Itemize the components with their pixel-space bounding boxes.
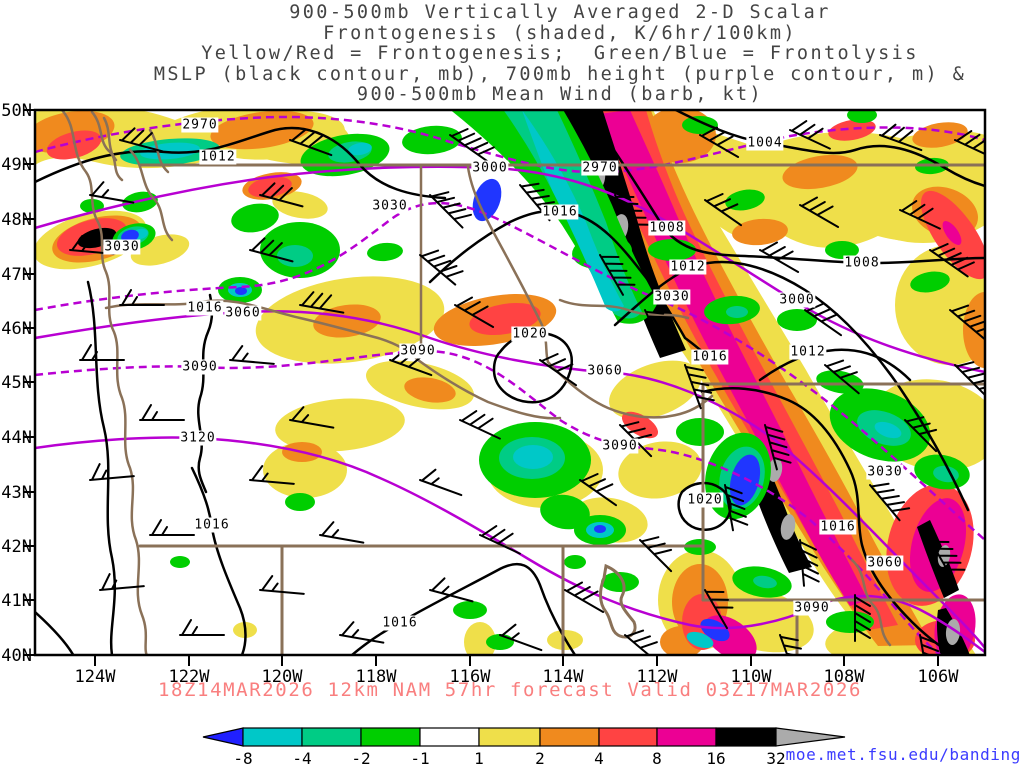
colorbar-left-arrow (202, 727, 244, 747)
lon-axis (94, 655, 939, 666)
lon-axis-labels: 124W 122W 120W 118W 116W 114W 112W 110W … (75, 667, 960, 687)
lon-axis-label: 106W (918, 667, 960, 687)
lat-axis (24, 109, 35, 656)
lat-axis-label: 44N (1, 428, 32, 448)
mslp-contour-label: 1020 (686, 492, 724, 508)
height-contour-label: 3090 (601, 438, 639, 454)
mslp-contour-label: 1008 (648, 220, 686, 236)
colorbar-tick-label: -1 (410, 749, 429, 768)
lat-axis-label: 43N (1, 483, 32, 503)
height-contour-label: 3060 (586, 363, 624, 379)
mslp-contour-label: 1016 (381, 615, 419, 631)
height-contour-label: 3030 (866, 464, 904, 480)
colorbar: -8 -4 -2 -1 1 2 4 8 16 32 (202, 727, 846, 768)
mslp-contour-label: 1004 (746, 135, 784, 151)
title-line-3: Yellow/Red = Frontogenesis; Green/Blue =… (201, 43, 919, 64)
lat-axis-label: 41N (1, 591, 32, 611)
colorbar-tick-label: 32 (766, 749, 785, 768)
mslp-contour-label: 1016 (541, 204, 579, 220)
colorbar-tick-label: 1 (474, 749, 484, 768)
lon-axis-label: 114W (543, 667, 585, 687)
lat-axis-label: 48N (1, 210, 32, 230)
mslp-contour-label: 1012 (669, 259, 707, 275)
chart-title: 900-500mb Vertically Averaged 2-D Scalar… (96, 2, 1024, 106)
mslp-contour-label: 1012 (789, 344, 827, 360)
height-contour-label: 3030 (103, 239, 141, 255)
columbia-river-border (104, 299, 420, 362)
height-contour-label: 3090 (399, 343, 437, 359)
colorbar-tick-label: -2 (351, 749, 370, 768)
lon-axis-label: 110W (731, 667, 773, 687)
colorbar-tick-label: 4 (594, 749, 604, 768)
lat-axis-label: 50N (1, 101, 32, 121)
lat-axis-label: 47N (1, 265, 32, 285)
colorbar-tick-labels: -8 -4 -2 -1 1 2 4 8 16 32 (233, 749, 785, 768)
height-contour-label: 3000 (471, 160, 509, 176)
lon-axis-label: 122W (169, 667, 211, 687)
lon-axis-label: 120W (262, 667, 304, 687)
height-contour-label: 3060 (866, 555, 904, 571)
colorbar-tick-label: 2 (535, 749, 545, 768)
height-contour-label: 3000 (778, 292, 816, 308)
mslp-contour-label: 1008 (843, 255, 881, 271)
colorbar-tick-label: 8 (652, 749, 662, 768)
colorbar-right-arrow (775, 727, 846, 747)
lat-axis-label: 40N (1, 646, 32, 666)
lon-axis-label: 112W (637, 667, 679, 687)
height-contour-label: 3090 (793, 600, 831, 616)
height-contour-label: 3030 (653, 289, 691, 305)
colorbar-tick-label: -4 (292, 749, 311, 768)
height-contour-label: 3090 (181, 359, 219, 375)
lat-axis-labels: 50N 49N 48N 47N 46N 45N 44N 43N 42N 41N … (1, 101, 32, 666)
lat-axis-label: 45N (1, 373, 32, 393)
mslp-contour-label: 1016 (819, 519, 857, 535)
height-contour-label: 3060 (224, 305, 262, 321)
lat-axis-label: 42N (1, 537, 32, 557)
lon-axis-label: 108W (824, 667, 866, 687)
title-line-5: 900-500mb Mean Wind (barb, kt) (356, 84, 764, 105)
mslp-contour-label: 1012 (199, 149, 237, 165)
title-line-4: MSLP (black contour, mb), 700mb height (… (153, 63, 967, 85)
height-contour-label: 2970 (581, 160, 619, 176)
lat-axis-label: 49N (1, 155, 32, 175)
mslp-contour-label: 1016 (193, 517, 231, 533)
lon-axis-label: 116W (450, 667, 492, 687)
mslp-contour-label: 1016 (691, 349, 729, 365)
mslp-contour-label: 1016 (186, 300, 224, 316)
lon-axis-label: 118W (356, 667, 398, 687)
title-line-2: Frontogenesis (shaded, K/6hr/100km) (323, 22, 797, 44)
colorbar-tick-label: 16 (706, 749, 725, 768)
mslp-contour-label: 1020 (511, 326, 549, 342)
title-line-1: 900-500mb Vertically Averaged 2-D Scalar (289, 2, 831, 23)
site-link[interactable]: moe.met.fsu.edu/banding (785, 745, 1021, 764)
lat-axis-label: 46N (1, 319, 32, 339)
map-frame: 50N 49N 48N 47N 46N 45N 44N 43N 42N 41N … (1, 101, 987, 687)
colorbar-tick-label: -8 (233, 749, 252, 768)
height-contour-label: 3030 (371, 198, 409, 214)
forecast-caption: 18Z14MAR2026 12km NAM 57hr forecast Vali… (157, 679, 863, 701)
height-contour-label: 2970 (181, 117, 219, 133)
lon-axis-label: 124W (75, 667, 117, 687)
geography-borders-layer (61, 111, 984, 654)
mslp-contours-layer (36, 111, 984, 654)
shading-layer (36, 111, 984, 654)
height-contour-label: 3120 (179, 430, 217, 446)
